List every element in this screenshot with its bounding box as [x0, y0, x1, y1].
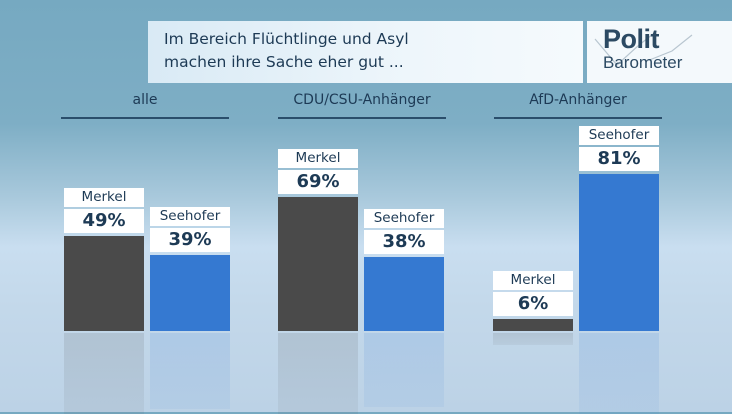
group-divider — [61, 117, 229, 119]
data-label-name: Merkel — [278, 149, 358, 168]
bar-reflection — [493, 333, 573, 345]
bar-reflection — [64, 333, 144, 414]
logo-barometer-text: Barometer — [603, 53, 683, 72]
data-label-name: Merkel — [493, 271, 573, 290]
data-label-name: Seehofer — [150, 207, 230, 226]
bar-reflection — [579, 333, 659, 414]
group-divider — [494, 117, 662, 119]
bar-reflection — [278, 333, 358, 414]
title-line-1: Im Bereich Flüchtlinge und Asyl — [164, 30, 409, 48]
bar-reflection — [150, 333, 230, 409]
checkmark-icon — [594, 30, 693, 66]
title-line-2: machen ihre Sache eher gut ... — [164, 53, 404, 71]
group-divider — [278, 117, 446, 119]
bar-merkel — [64, 236, 144, 331]
data-label-value: 49% — [64, 209, 144, 233]
data-label-name: Seehofer — [579, 126, 659, 145]
bar-seehofer — [364, 257, 444, 331]
logo-polit-text: Polit — [603, 24, 660, 54]
bar-merkel — [278, 197, 358, 331]
data-label-value: 38% — [364, 230, 444, 254]
data-label-name: Merkel — [64, 188, 144, 207]
data-label-value: 69% — [278, 170, 358, 194]
bar-merkel — [493, 319, 573, 331]
bar-reflection — [364, 333, 444, 407]
data-label-name: Seehofer — [364, 209, 444, 228]
data-label-value: 81% — [579, 147, 659, 171]
group-label-cdu-csu: CDU/CSU-Anhänger — [293, 92, 431, 108]
bar-seehofer — [150, 255, 230, 331]
bar-seehofer — [579, 174, 659, 331]
group-label-afd: AfD-Anhänger — [529, 92, 627, 108]
politbarometer-logo: Polit Barometer — [587, 21, 732, 83]
data-label-value: 6% — [493, 292, 573, 316]
title-box: Im Bereich Flüchtlinge und Asyl machen i… — [148, 21, 583, 83]
group-label-alle: alle — [132, 92, 158, 108]
data-label-value: 39% — [150, 228, 230, 252]
